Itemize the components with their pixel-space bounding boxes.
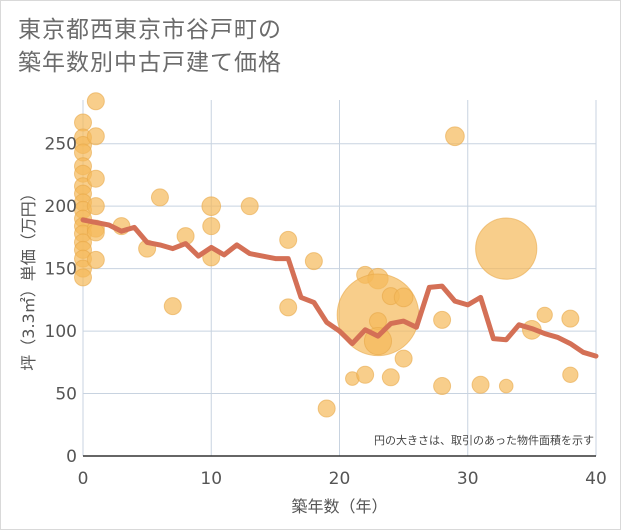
- bubble-47: [393, 287, 414, 308]
- bubble-23: [86, 223, 105, 242]
- bubble-58: [562, 366, 579, 383]
- bubble-size-note: 円の大きさは、取引のあった物件面積を示す: [374, 433, 594, 447]
- y-tick-label-4: 200: [45, 197, 77, 217]
- average-price-line: [80, 217, 599, 359]
- y-tick-label-1: 50: [55, 385, 77, 405]
- bubble-17: [74, 268, 92, 287]
- chart-title-line1: 東京都西東京市谷戸町の: [18, 17, 282, 43]
- y-tick-label-2: 100: [45, 322, 77, 342]
- bubble-35: [279, 298, 298, 317]
- bubble-27: [150, 188, 169, 207]
- x-tick-label-1: 10: [200, 469, 222, 489]
- y-tick-label-3: 150: [45, 260, 77, 280]
- bubble-0: [74, 113, 92, 132]
- bubble-18: [86, 92, 105, 111]
- bubble-48: [394, 349, 413, 368]
- bubble-52: [471, 375, 490, 394]
- bubble-49: [433, 310, 452, 329]
- y-tick-label-0: 0: [66, 447, 77, 467]
- bubble-19: [86, 127, 105, 146]
- chart-title-line2: 築年数別中古戸建て価格: [18, 50, 282, 76]
- bubble-31: [202, 217, 221, 236]
- bubble-30: [201, 196, 222, 217]
- x-axis-label: 築年数（年）: [291, 497, 387, 516]
- bubble-53: [475, 217, 538, 280]
- y-axis-label: 坪（3.3㎡）単価（万円）: [19, 185, 38, 370]
- bubble-46: [381, 368, 400, 387]
- tick-labels: 0 10 20 30 40 0 50 100 150 200 250: [45, 135, 607, 489]
- bubble-33: [240, 197, 259, 216]
- bubble-57: [561, 309, 580, 328]
- bubble-39: [356, 365, 375, 384]
- bubble-24: [86, 250, 105, 269]
- x-tick-label-0: 0: [78, 469, 89, 489]
- bubble-37: [317, 399, 336, 418]
- bubble-20: [86, 169, 105, 188]
- chart-title: 東京都西東京市谷戸町の 築年数別中古戸建て価格: [18, 14, 282, 80]
- x-tick-label-4: 40: [585, 469, 607, 489]
- bubble-34: [279, 230, 298, 249]
- bubble-28: [163, 297, 182, 316]
- bubble-56: [536, 306, 553, 323]
- x-tick-label-2: 20: [329, 469, 351, 489]
- x-tick-label-3: 30: [457, 469, 479, 489]
- bubble-36: [304, 252, 323, 271]
- grid-lines: [82, 100, 597, 457]
- bubble-50: [433, 377, 452, 396]
- bubble-51: [445, 126, 465, 147]
- bubble-21: [86, 197, 105, 216]
- bubble-54: [498, 378, 514, 394]
- bubble-series: [74, 92, 580, 418]
- y-tick-label-5: 250: [45, 135, 77, 155]
